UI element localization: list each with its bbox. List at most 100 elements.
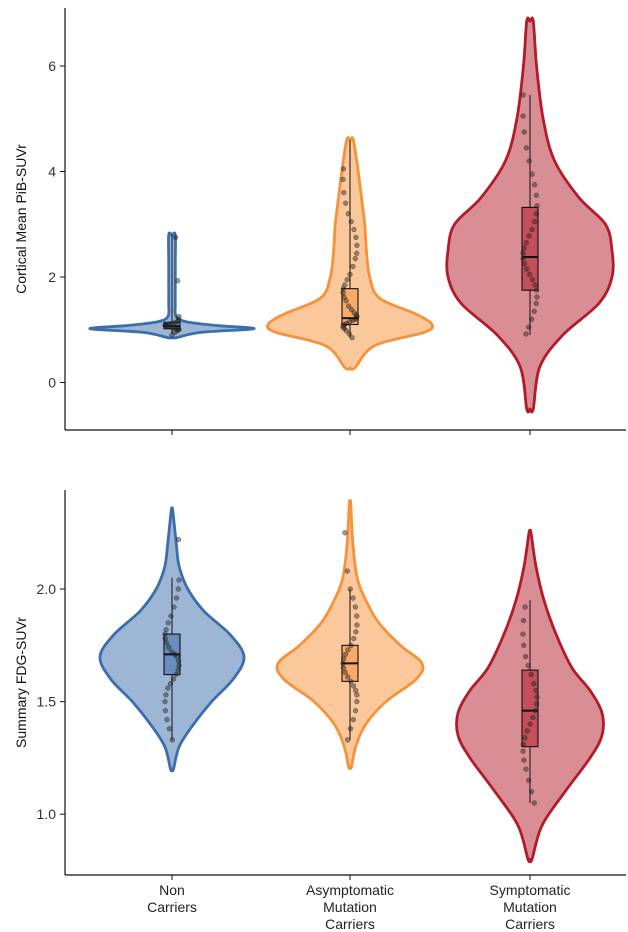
x-category-label: Symptomatic Mutation Carriers [490,882,571,932]
data-point [350,595,356,601]
data-point [340,660,346,667]
data-point [526,324,532,330]
data-point [524,266,530,272]
data-point [524,728,530,734]
data-point [351,226,357,233]
data-point [534,203,540,209]
data-point [350,683,357,689]
data-point [526,777,532,784]
data-point [353,312,359,318]
data-point [168,613,174,619]
data-point [351,635,357,642]
data-point [340,290,346,296]
data-point [521,757,527,763]
data-point [522,735,528,741]
data-point [354,250,360,256]
data-point [164,716,170,723]
data-point [520,631,526,637]
data-point [349,307,355,313]
data-point [525,662,531,669]
data-point [532,282,538,288]
data-point [354,622,360,628]
data-point [523,766,529,772]
y-tick-label: 2.0 [37,581,57,597]
data-point [523,331,529,337]
data-point [353,687,359,694]
data-point [533,192,540,198]
data-point [353,629,359,635]
data-point [340,324,346,330]
data-point [346,303,352,309]
data-point [531,308,537,314]
data-point [531,680,537,687]
data-point [169,332,175,338]
data-point [344,320,350,327]
y-tick-label: 1.0 [37,806,57,822]
data-point [533,687,539,694]
data-point [173,595,180,601]
data-point [523,240,530,246]
data-point [520,113,526,119]
data-point [354,613,360,619]
data-point [175,658,182,664]
data-point [352,255,358,262]
data-point [344,737,351,743]
data-point [171,604,177,610]
data-point [175,536,182,543]
data-point [520,741,526,748]
data-point [166,726,173,732]
data-point [341,294,347,300]
data-point [520,748,526,754]
data-point [342,530,348,536]
data-point [176,662,182,669]
data-point [354,242,360,249]
data-point [175,586,181,592]
data-point [354,698,360,705]
data-point [162,707,169,714]
box-iqr [521,669,539,748]
data-point [340,176,346,183]
data-point [342,669,348,676]
data-point [347,271,353,278]
data-point [522,653,529,660]
data-point [521,129,527,135]
pib-suvr-panel: 0 2 4 6 Cortical Mean PiB-SUVr [13,8,626,435]
data-point [534,294,540,300]
data-point [163,640,170,646]
data-point [345,647,351,653]
data-point [521,642,527,649]
data-point [165,620,171,626]
data-point [165,685,171,691]
data-point [163,692,169,698]
data-point [523,145,530,151]
data-point [350,263,356,270]
data-point [520,617,527,624]
data-point [176,313,182,320]
data-point [529,226,535,233]
data-point [175,667,181,673]
data-point [341,656,347,662]
data-point [526,158,532,164]
data-point [344,568,350,574]
data-point [522,604,528,610]
data-point [528,316,535,322]
data-point [520,92,526,98]
data-point [169,320,176,327]
data-point [352,707,359,714]
data-point [172,234,179,241]
data-point [526,271,533,278]
data-point [167,680,174,687]
data-point [528,671,534,678]
data-point [534,694,540,700]
y-axis-title: Summary FDG-SUVr [13,617,29,748]
x-category-label: Asymptomatic Mutation Carriers [306,882,394,932]
data-point [348,642,354,649]
data-point [531,800,537,806]
data-point [534,701,540,707]
y-axis-title: Cortical Mean PiB-SUVr [13,144,29,294]
data-point [526,233,532,239]
data-point [352,604,359,610]
y-tick-label: 1.5 [37,694,57,710]
data-point [533,211,540,217]
data-point [531,182,538,188]
